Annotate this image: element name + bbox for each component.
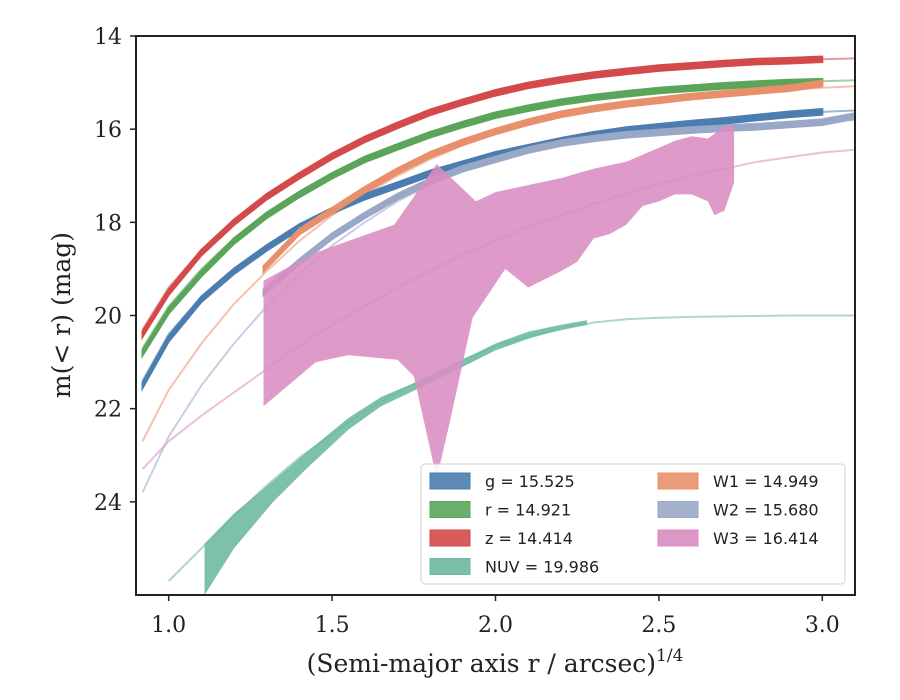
y-tick-label: 24 (94, 491, 122, 516)
y-tick-label: 18 (94, 211, 122, 236)
x-axis-title-main: (Semi-major axis r / arcsec) (307, 649, 656, 678)
y-tick-label: 16 (94, 118, 122, 143)
x-axis-title-superscript: 1/4 (656, 646, 683, 666)
legend-swatch-NUV (429, 558, 471, 575)
x-tick-label: 2.0 (478, 613, 513, 638)
legend-swatch-W2 (657, 501, 699, 518)
legend-label-r: r = 14.921 (485, 501, 571, 520)
x-tick-label: 1.0 (151, 613, 186, 638)
legend-label-z: z = 14.414 (485, 529, 573, 548)
legend-swatch-W1 (657, 472, 699, 490)
legend-swatch-g (429, 472, 471, 490)
y-tick-label: 20 (94, 305, 122, 330)
x-tick-label: 1.5 (315, 613, 350, 638)
measured-profile-g (141, 108, 824, 393)
legend-swatch-W3 (657, 529, 699, 547)
legend-label-W3: W3 = 16.414 (713, 529, 819, 548)
model-curve-W2 (141, 118, 855, 493)
band-W3 (263, 124, 735, 479)
legend-label-W2: W2 = 15.680 (713, 501, 819, 520)
x-tick-label: 3.0 (805, 613, 840, 638)
legend-label-W1: W1 = 14.949 (713, 472, 819, 491)
x-axis-title: (Semi-major axis r / arcsec)1/4 (307, 646, 684, 678)
measured-profile-W1 (262, 79, 824, 275)
y-tick-label: 22 (94, 398, 122, 423)
tick-layer: 1.0 1.5 2.0 2.5 3.0 14 16 18 20 22 24 (94, 25, 840, 638)
legend-swatch-z (429, 529, 471, 547)
y-tick-label: 14 (94, 25, 122, 50)
legend-box (420, 463, 846, 585)
legend-label-NUV: NUV = 19.986 (485, 558, 599, 577)
x-tick-label: 2.5 (641, 613, 676, 638)
legend-label-g: g = 15.525 (485, 472, 575, 491)
legend-swatch-r (429, 501, 471, 518)
y-axis-title: m(< r) (mag) (47, 232, 76, 398)
series-layer (141, 55, 855, 595)
legend: g = 15.525 r = 14.921 z = 14.414 NUV = 19.9… (420, 463, 846, 585)
measured-profile-z (141, 55, 824, 341)
